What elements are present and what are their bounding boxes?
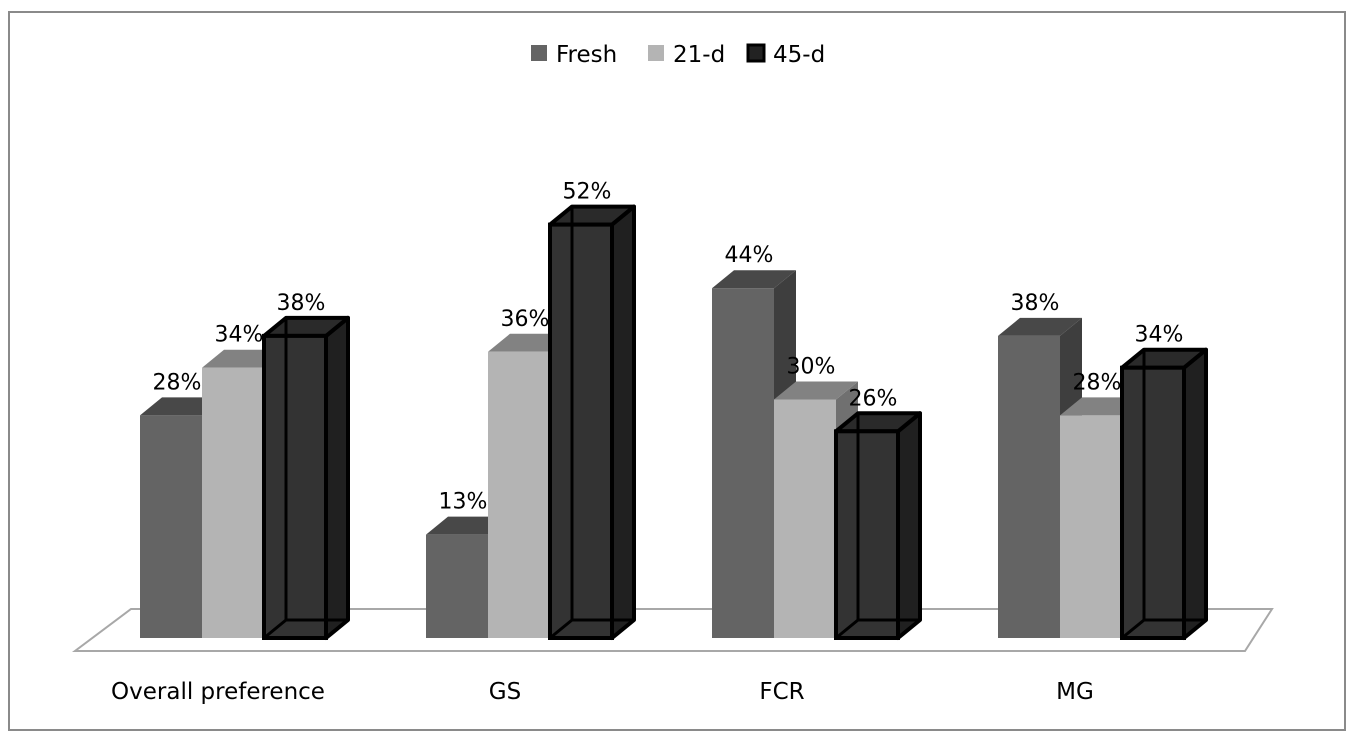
legend-label-21d: 21-d [673,42,725,68]
category-label-1: GS [489,679,521,705]
data-label-21d-0: 34% [215,323,264,348]
data-label-21d-1: 36% [501,307,550,332]
legend-swatch-45d [746,43,766,63]
chart-floor [72,608,1274,652]
bar-45d-3 [1120,347,1208,640]
data-label-fresh-1: 13% [439,490,488,515]
bar-45d-0 [262,315,350,640]
category-label-2: FCR [759,679,804,705]
data-label-45d-0: 38% [277,291,326,316]
legend-swatch-21d [648,45,664,61]
category-label-3: MG [1056,679,1094,705]
data-label-21d-3: 28% [1073,370,1122,395]
legend-label-45d: 45-d [773,42,825,68]
legend-item-21d: 21-d [648,42,725,68]
legend-item-45d: 45-d [746,42,825,68]
legend-swatch-fresh [531,45,547,61]
category-label-0: Overall preference [111,679,325,705]
data-label-45d-1: 52% [563,180,612,205]
legend-label-fresh: Fresh [556,42,617,68]
data-label-45d-3: 34% [1135,323,1184,348]
data-label-fresh-0: 28% [153,370,202,395]
data-label-45d-2: 26% [849,386,898,411]
data-label-21d-2: 30% [787,355,836,380]
legend-item-fresh: Fresh [531,42,617,68]
data-label-fresh-3: 38% [1011,291,1060,316]
bar-45d-1 [548,204,636,640]
bar-45d-2 [834,411,922,640]
data-label-fresh-2: 44% [725,243,774,268]
